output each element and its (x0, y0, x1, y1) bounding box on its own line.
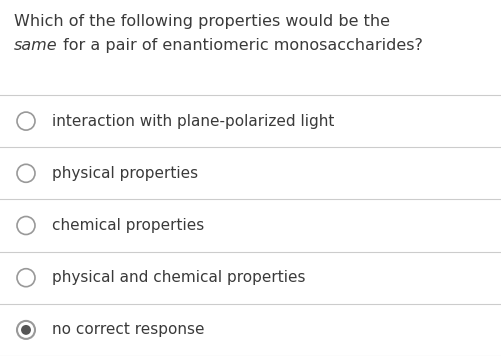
Text: chemical properties: chemical properties (52, 218, 204, 233)
Text: Which of the following properties would be the: Which of the following properties would … (14, 14, 390, 29)
Text: physical and chemical properties: physical and chemical properties (52, 270, 306, 285)
Text: no correct response: no correct response (52, 323, 204, 337)
Text: interaction with plane-polarized light: interaction with plane-polarized light (52, 114, 334, 129)
Circle shape (21, 325, 31, 335)
Text: for a pair of enantiomeric monosaccharides?: for a pair of enantiomeric monosaccharid… (58, 38, 422, 53)
Text: same: same (14, 38, 58, 53)
Text: physical properties: physical properties (52, 166, 198, 181)
